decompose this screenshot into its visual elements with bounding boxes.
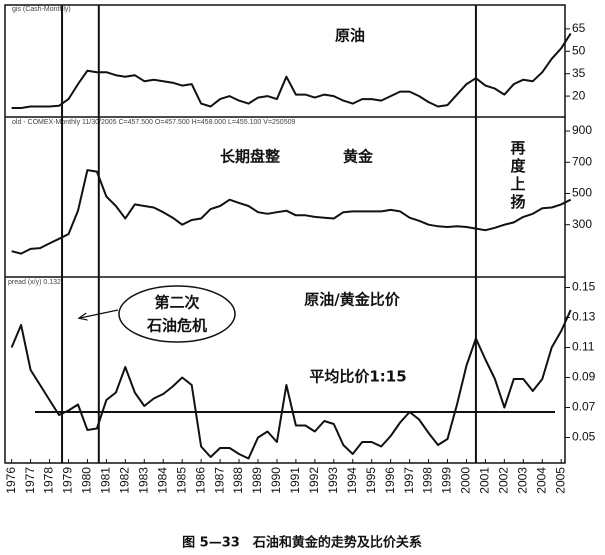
x-tick-label: 2005 <box>553 467 567 494</box>
y-tick-label: 50 <box>572 43 586 57</box>
x-tick-label: 1983 <box>136 467 150 494</box>
annotation: 平均比价1:15 <box>309 368 406 386</box>
x-tick-label: 1989 <box>250 467 264 494</box>
y-tick-label: 900 <box>572 123 592 137</box>
x-tick-label: 2001 <box>478 467 492 494</box>
y-tick-label: 0.05 <box>572 430 596 444</box>
x-tick-label: 1990 <box>269 467 283 494</box>
x-tick-label: 1981 <box>99 467 113 494</box>
callout-ellipse <box>118 285 236 343</box>
panel-subtitle: gis (Cash-Monthly) <box>12 6 71 13</box>
x-tick-label: 1985 <box>174 467 188 494</box>
annotation: 再度上扬 <box>509 140 527 212</box>
y-tick-label: 300 <box>572 217 592 231</box>
y-tick-label: 0.13 <box>572 310 596 324</box>
annotation: 原油/黄金比价 <box>304 291 400 309</box>
x-tick-label: 1979 <box>61 467 75 494</box>
x-tick-label: 2000 <box>459 467 473 494</box>
x-tick-label: 2003 <box>515 467 529 494</box>
y-tick-label: 0.11 <box>572 340 595 354</box>
y-tick-label: 65 <box>572 21 586 35</box>
x-tick-label: 1978 <box>42 467 56 494</box>
callout-arrow <box>80 309 119 318</box>
y-tick-label: 700 <box>572 154 592 168</box>
x-tick-label: 1993 <box>326 467 340 494</box>
y-tick-label: 0.07 <box>572 400 596 414</box>
y-tick-label: 500 <box>572 186 592 200</box>
price-line <box>11 169 572 255</box>
x-tick-label: 1986 <box>193 467 207 494</box>
annotation-box <box>500 132 534 212</box>
y-tick-label: 0.09 <box>572 370 596 384</box>
x-tick-label: 1976 <box>4 467 18 494</box>
frame <box>4 4 566 464</box>
x-tick-label: 1982 <box>118 467 132 494</box>
panel-subtitle: pread (x/y) 0.132 <box>8 279 61 286</box>
x-tick-label: 2004 <box>534 467 548 494</box>
annotation: 黄金 <box>343 148 374 166</box>
figure-caption: 图 5—33 石油和黄金的走势及比价关系 <box>182 535 422 551</box>
annotation: 石油危机 <box>146 317 207 335</box>
x-tick-label: 1996 <box>383 467 397 494</box>
y-tick-label: 20 <box>572 88 586 102</box>
y-tick-label: 35 <box>572 66 586 80</box>
x-tick-label: 2002 <box>497 467 511 494</box>
price-line <box>11 32 572 109</box>
annotation: 第二次 <box>154 294 199 312</box>
x-tick-label: 1997 <box>402 467 416 494</box>
x-tick-label: 1991 <box>288 467 302 494</box>
y-tick-label: 0.15 <box>572 280 596 294</box>
x-tick-label: 1999 <box>440 467 454 494</box>
panel-subtitle: old - COMEX-Monthly 11/30/2005 C=457.500… <box>12 119 295 126</box>
x-tick-label: 1995 <box>364 467 378 494</box>
x-tick-label: 1988 <box>231 467 245 494</box>
x-tick-label: 1998 <box>421 467 435 494</box>
annotation: 原油 <box>335 27 365 45</box>
x-tick-label: 1987 <box>212 467 226 494</box>
price-line <box>10 309 572 460</box>
x-tick-label: 1994 <box>345 467 359 494</box>
x-tick-label: 1977 <box>23 467 37 494</box>
annotation: 长期盘整 <box>220 148 280 166</box>
x-tick-label: 1984 <box>155 467 169 494</box>
x-tick-label: 1992 <box>307 467 321 494</box>
x-tick-label: 1980 <box>80 467 94 494</box>
